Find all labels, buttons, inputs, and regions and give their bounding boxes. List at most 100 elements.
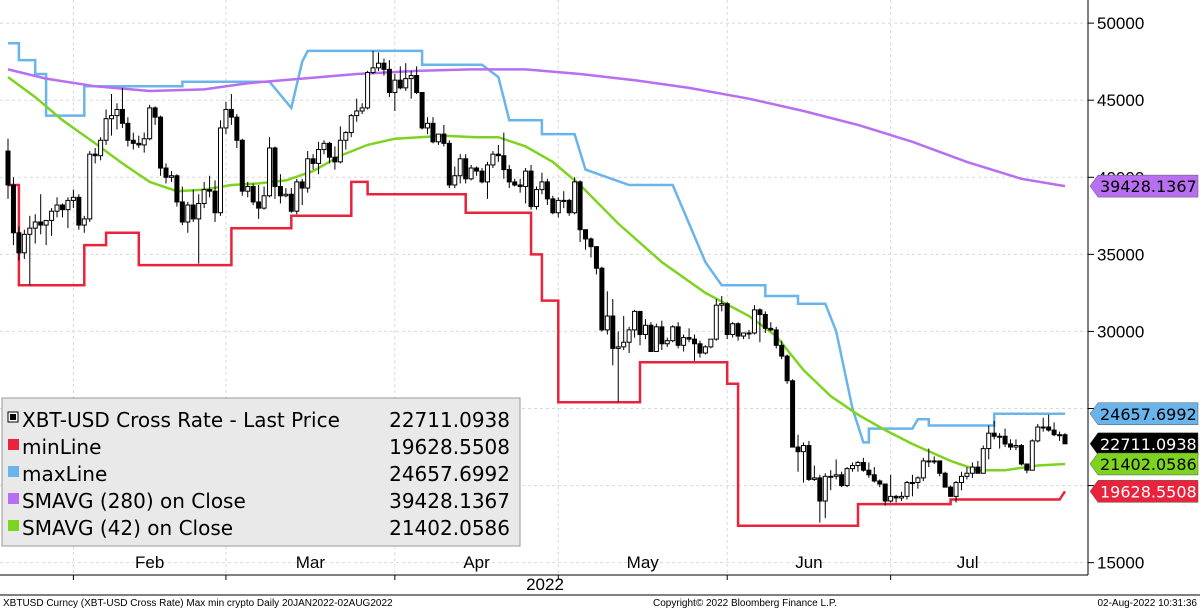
candle: [294, 178, 300, 215]
tag-label: 22711.0938: [1100, 435, 1197, 454]
candle: [675, 322, 681, 349]
candle-body: [16, 232, 22, 254]
legend-box: XBT-USD Cross Rate - Last Price 22711.093…: [1, 397, 521, 547]
candle: [207, 175, 213, 198]
candle: [152, 106, 158, 125]
candle-body: [615, 346, 621, 349]
candle: [599, 266, 605, 332]
candle: [686, 328, 692, 343]
candle: [784, 354, 790, 384]
candle: [1024, 463, 1030, 474]
candle-body: [675, 326, 681, 346]
candle-body: [806, 445, 812, 480]
candle-body: [277, 186, 283, 197]
tag-background: [1089, 452, 1199, 476]
candle-body: [937, 460, 943, 474]
candle: [980, 445, 986, 474]
candle: [615, 331, 621, 403]
legend-entry: SMAVG (42) on Close 21402.0586: [8, 516, 510, 540]
legend-background: [1, 397, 521, 547]
candle-body: [43, 219, 49, 226]
candle: [381, 58, 387, 76]
candle: [435, 133, 441, 145]
candle: [741, 332, 747, 340]
candle-body: [272, 147, 278, 188]
candle-body: [321, 142, 327, 151]
tag-label: 24657.6992: [1100, 405, 1197, 424]
candle-body: [593, 246, 599, 269]
candle: [811, 465, 817, 481]
candle-body: [479, 170, 485, 183]
candle-body: [288, 193, 294, 212]
candle: [228, 94, 234, 125]
candle: [653, 323, 659, 352]
candle-body: [1024, 463, 1030, 471]
candle: [495, 144, 501, 162]
candle-body: [757, 309, 763, 315]
candle: [577, 180, 583, 243]
last-value-tag: 21402.0586: [1089, 452, 1199, 476]
candle-body: [343, 132, 349, 141]
candle-body: [141, 138, 147, 146]
candle-body: [392, 79, 398, 93]
candle: [1062, 433, 1068, 445]
candle: [751, 305, 757, 335]
candle: [713, 299, 719, 341]
candle: [692, 334, 698, 361]
candle-body: [670, 326, 676, 342]
candle: [463, 154, 469, 184]
candle: [277, 174, 283, 204]
candle: [272, 146, 278, 199]
candle: [593, 246, 599, 275]
candle-body: [38, 221, 44, 226]
candle: [354, 98, 360, 122]
candle-body: [686, 337, 692, 340]
candle: [877, 479, 883, 488]
candle: [375, 52, 381, 71]
candle: [223, 101, 229, 135]
legend-value: 21402.0586: [389, 516, 510, 540]
candle-body: [414, 75, 420, 93]
candle: [953, 480, 959, 503]
tag-label: 21402.0586: [1100, 455, 1197, 474]
candle-body: [419, 91, 425, 129]
candle: [1029, 439, 1035, 471]
candle-body: [800, 445, 806, 453]
candle: [1018, 443, 1024, 466]
candle: [326, 141, 332, 164]
candle-body: [866, 469, 872, 476]
candle: [245, 181, 251, 198]
tag-background: [1089, 480, 1199, 503]
candle-body: [713, 304, 719, 340]
candle: [239, 138, 245, 196]
candle-body: [561, 199, 567, 202]
y-tick-label: 15000: [1097, 554, 1144, 573]
candle-body: [435, 133, 441, 143]
last-value-tag: 39428.1367: [1089, 174, 1199, 198]
footer-copyright: Copyright© 2022 Bloomberg Finance L.P.: [653, 598, 837, 609]
candle: [800, 442, 806, 483]
candle-body: [457, 158, 463, 177]
candle: [762, 311, 768, 333]
legend-value: 22711.0938: [389, 408, 510, 432]
candle: [909, 474, 915, 497]
candle: [87, 151, 93, 222]
legend-entry: minLine 19628.5508: [8, 435, 510, 459]
candle-body: [370, 67, 376, 73]
candle-body: [158, 116, 164, 169]
candle-body: [583, 229, 589, 240]
candle: [16, 226, 22, 261]
candle: [114, 103, 120, 130]
candle: [544, 178, 550, 206]
candle-body: [768, 327, 774, 331]
candle: [719, 295, 725, 312]
candle: [795, 434, 801, 472]
candle-body: [599, 267, 605, 331]
legend-label: SMAVG (42) on Close: [22, 516, 233, 540]
candle: [414, 66, 420, 95]
candle: [5, 138, 11, 199]
candle: [163, 163, 169, 184]
candle-body: [425, 122, 431, 129]
candle: [937, 460, 943, 477]
